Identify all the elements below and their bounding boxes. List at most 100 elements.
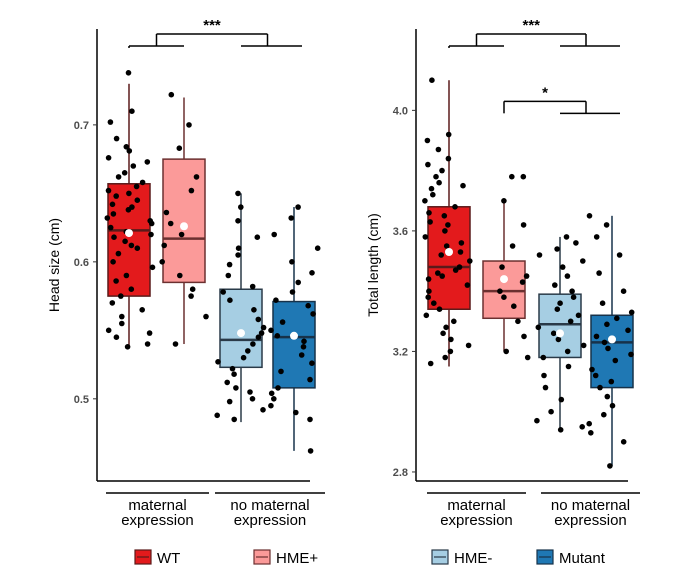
data-point <box>425 161 431 168</box>
data-point <box>555 336 562 343</box>
data-point <box>189 286 196 293</box>
legend-label: HME+ <box>276 550 318 567</box>
data-point <box>557 427 564 433</box>
y-tick-label: 0.6 <box>74 257 89 269</box>
box-mutant <box>272 300 316 389</box>
data-point <box>593 333 600 340</box>
significance-label: * <box>542 84 548 101</box>
data-point <box>430 191 436 198</box>
box-hme-plus <box>162 158 206 284</box>
data-point <box>125 70 132 76</box>
data-point <box>440 330 446 337</box>
y-tick-label: 4.0 <box>393 105 408 117</box>
data-point <box>458 240 465 246</box>
data-point <box>226 261 233 268</box>
data-point <box>247 389 253 395</box>
data-point <box>563 234 570 240</box>
data-point <box>557 300 563 307</box>
data-point <box>425 276 432 282</box>
y-tick-label: 3.2 <box>393 346 408 358</box>
data-point <box>592 372 599 379</box>
data-point <box>130 163 137 169</box>
data-point <box>113 334 120 341</box>
data-point <box>203 313 209 320</box>
data-point <box>109 300 116 306</box>
data-point <box>161 242 167 249</box>
data-point <box>521 333 527 340</box>
mean-marker <box>445 247 453 256</box>
data-point <box>443 324 449 331</box>
data-point <box>588 430 594 436</box>
data-point <box>273 297 279 304</box>
data-point <box>215 359 221 365</box>
data-point <box>113 135 120 142</box>
data-point <box>146 330 153 336</box>
data-point <box>534 417 540 424</box>
data-point <box>439 273 446 279</box>
data-point <box>186 122 192 128</box>
data-point <box>511 303 517 310</box>
data-point <box>226 398 233 405</box>
data-point <box>251 307 257 313</box>
data-point <box>227 297 233 304</box>
group-label-line: no maternal <box>551 497 630 514</box>
data-point <box>121 170 128 176</box>
data-point <box>422 198 428 204</box>
data-point <box>148 220 155 227</box>
mean-marker <box>608 335 616 344</box>
data-point <box>609 402 616 409</box>
mean-marker <box>556 329 564 338</box>
data-point <box>497 288 503 295</box>
data-point <box>427 360 434 367</box>
data-point <box>424 137 431 144</box>
data-point <box>625 327 631 334</box>
data-point <box>260 324 267 331</box>
box-hme-plus <box>482 260 526 320</box>
data-point <box>620 288 627 295</box>
data-point <box>105 155 112 161</box>
data-point <box>167 220 174 227</box>
data-point <box>231 416 237 423</box>
data-point <box>520 173 527 180</box>
y-tick-label: 0.5 <box>74 394 89 406</box>
data-point <box>113 278 119 284</box>
data-point <box>599 300 606 307</box>
data-point <box>559 264 566 270</box>
box-wt <box>427 206 471 310</box>
legend-label: WT <box>157 550 180 567</box>
data-point <box>309 360 315 367</box>
data-point <box>163 209 170 216</box>
data-point <box>149 264 156 271</box>
data-point <box>111 234 117 240</box>
data-point <box>118 293 124 299</box>
data-point <box>548 408 554 415</box>
data-point <box>268 390 275 397</box>
data-point <box>436 306 443 313</box>
data-point <box>104 215 111 221</box>
data-point <box>298 352 305 358</box>
mean-marker <box>180 222 188 231</box>
mean-marker <box>500 275 508 284</box>
data-point <box>214 412 220 419</box>
data-point <box>452 267 459 273</box>
data-point <box>464 282 471 288</box>
data-point <box>603 222 610 228</box>
data-point <box>233 385 239 391</box>
data-point <box>442 228 448 234</box>
data-point <box>448 336 454 343</box>
data-point <box>456 264 463 270</box>
data-point <box>612 357 619 364</box>
data-point <box>596 270 602 276</box>
data-point <box>431 300 437 307</box>
legend-label: HME- <box>454 550 492 567</box>
data-point <box>425 294 432 301</box>
y-tick-label: 0.7 <box>74 120 89 132</box>
data-point <box>188 293 194 299</box>
data-point <box>139 307 145 313</box>
data-point <box>509 243 516 249</box>
data-point <box>107 224 114 231</box>
data-point <box>123 144 130 150</box>
data-point <box>457 249 464 255</box>
